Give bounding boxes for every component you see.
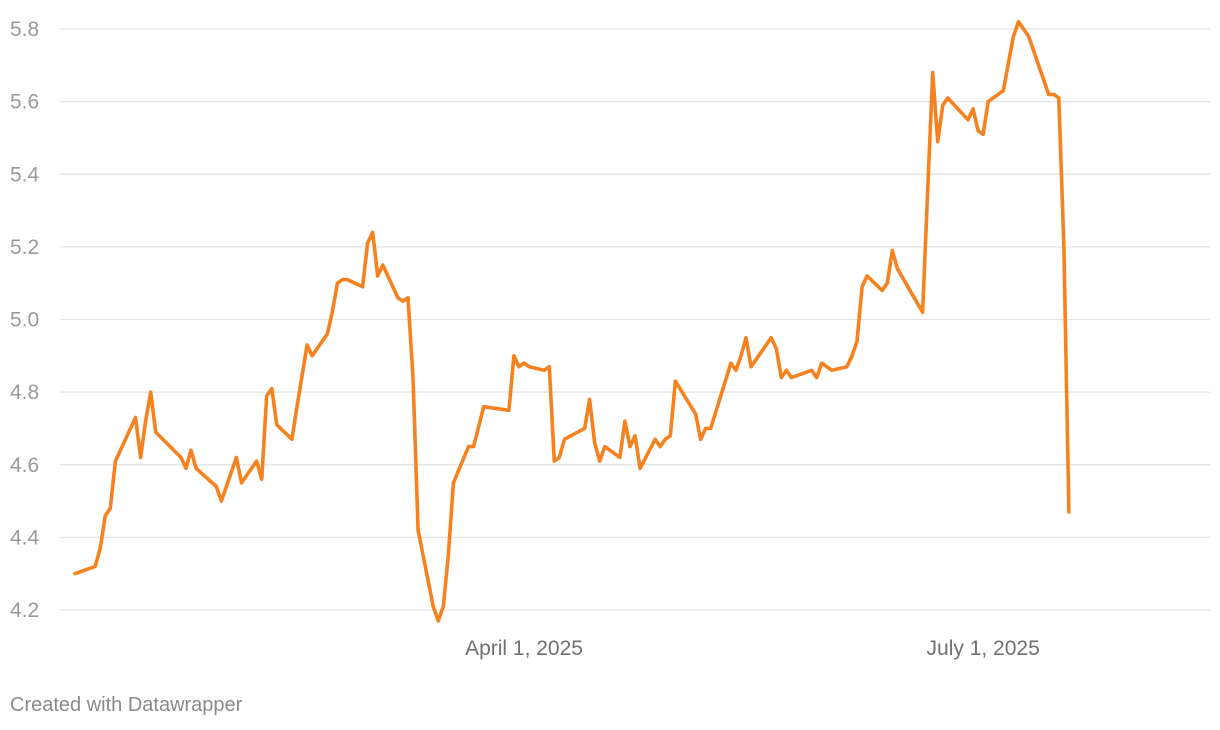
y-tick-label: 4.8 [10,381,39,404]
x-tick-label: April 1, 2025 [465,637,583,660]
y-tick-label: 4.4 [10,526,40,549]
datawrapper-credit[interactable]: Created with Datawrapper [10,694,243,716]
y-tick-label: 5.2 [10,236,39,259]
gridlines [60,28,1210,611]
y-tick-label: 5.4 [10,163,40,186]
x-tick-label: July 1, 2025 [927,637,1040,660]
y-tick-label: 5.6 [10,91,39,114]
y-tick-label: 4.2 [10,599,39,622]
series-layer [73,19,1071,623]
y-tick-label: 5.0 [10,309,39,332]
y-tick-label: 4.6 [10,454,39,477]
series-line-0 [73,19,1071,623]
line-chart: 4.2 4.4 4.6 4.8 5.0 5.2 5.4 5.6 5.8 April 1, 202… [10,18,1210,660]
x-axis-ticks: April 1, 2025 July 1, 2025 [465,637,1040,660]
y-axis-ticks: 4.2 4.4 4.6 4.8 5.0 5.2 5.4 5.6 5.8 [10,18,40,622]
y-tick-label: 5.8 [10,18,39,41]
